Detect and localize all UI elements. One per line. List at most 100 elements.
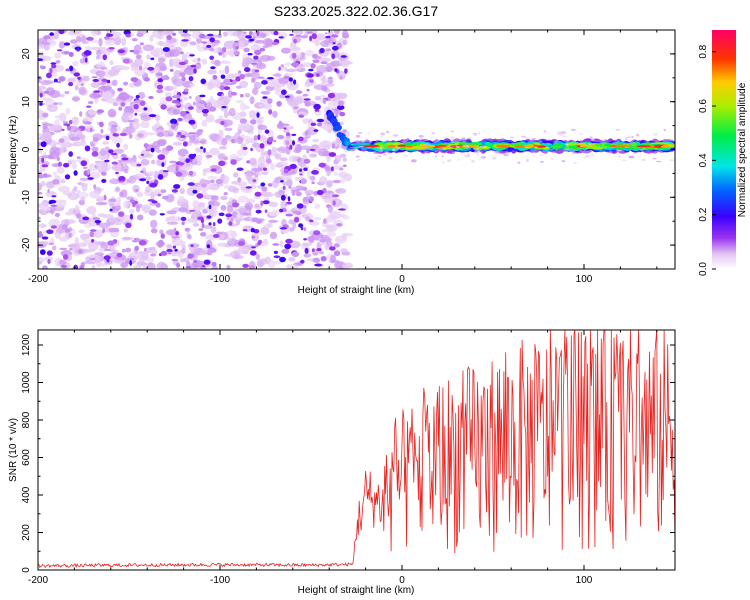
noise-speck (83, 50, 92, 56)
noise-cell (274, 191, 284, 198)
carrier-fringe (372, 151, 379, 154)
noise-speck (87, 100, 94, 105)
noise-speck (342, 129, 347, 133)
noise-cell (340, 177, 345, 184)
spectrogram-xlabel: Height of straight line (km) (298, 285, 415, 296)
noise-speck (261, 186, 268, 192)
noise-cell (307, 236, 314, 242)
noise-cell (256, 62, 267, 70)
noise-cell (263, 191, 274, 198)
noise-speck (285, 140, 290, 145)
noise-cell (136, 261, 148, 266)
carrier-fringe (355, 155, 360, 158)
noise-cell (253, 116, 265, 120)
noise-cell (165, 216, 171, 223)
noise-cell (79, 58, 86, 64)
noise-cell (252, 87, 259, 95)
noise-cell (48, 218, 61, 228)
noise-speck (309, 219, 314, 223)
noise-speck (239, 73, 246, 80)
noise-cell (39, 133, 52, 142)
noise-cell (229, 154, 239, 160)
noise-speck (60, 264, 67, 268)
noise-speck (106, 259, 110, 263)
noise-speck (127, 119, 135, 123)
noise-speck (150, 228, 158, 234)
noise-speck (160, 104, 167, 110)
noise-cell (189, 41, 197, 46)
noise-cell (103, 91, 113, 98)
noise-speck (199, 140, 206, 144)
noise-cell (201, 58, 207, 65)
noise-speck (38, 191, 43, 195)
noise-cell (309, 175, 316, 181)
snr-ytick-label: 200 (21, 524, 32, 541)
noise-cell (68, 232, 73, 238)
noise-speck (199, 266, 207, 269)
carrier-peak (523, 144, 535, 147)
noise-speck (334, 68, 338, 72)
carrier-fringe (627, 136, 631, 139)
noise-speck (43, 35, 51, 40)
noise-speck (51, 195, 57, 198)
noise-cell (260, 258, 267, 265)
noise-cell (181, 248, 186, 254)
noise-cell (236, 248, 244, 255)
noise-cell (88, 109, 97, 116)
noise-speck (91, 151, 99, 157)
noise-speck (118, 180, 125, 183)
carrier-fringe (365, 138, 368, 141)
noise-cell (38, 43, 45, 50)
noise-speck (92, 137, 99, 142)
noise-cell (58, 185, 70, 193)
noise-speck (140, 170, 144, 173)
noise-cell (245, 172, 252, 181)
noise-speck (190, 244, 194, 247)
noise-speck (260, 200, 264, 206)
noise-cell (268, 201, 278, 207)
noise-cell (342, 39, 348, 46)
noise-speck (46, 229, 54, 234)
noise-speck (303, 238, 307, 241)
noise-speck (339, 75, 343, 80)
noise-speck (221, 93, 224, 97)
carrier-fringe (451, 140, 454, 144)
noise-cell (98, 247, 106, 253)
noise-speck (219, 84, 225, 91)
noise-cell (310, 37, 319, 44)
noise-cell (38, 102, 45, 106)
carrier-fringe (480, 156, 487, 159)
noise-cell (222, 97, 232, 102)
carrier-fringe (612, 142, 618, 145)
colorbar-label: Normalized spectral amplitude (737, 82, 748, 217)
noise-cell (284, 62, 293, 67)
noise-speck (311, 181, 315, 184)
noise-speck (188, 106, 194, 110)
noise-speck (110, 152, 118, 156)
carrier-fringe (629, 143, 632, 147)
noise-speck (178, 61, 187, 66)
noise-cell (227, 90, 233, 99)
noise-speck (118, 175, 126, 182)
carrier-fringe (450, 130, 455, 133)
noise-speck (61, 128, 65, 131)
noise-cell (201, 250, 208, 255)
noise-cell (316, 64, 328, 73)
noise-cell (270, 78, 280, 88)
noise-speck (247, 53, 253, 56)
noise-speck (117, 49, 125, 54)
noise-speck (294, 216, 300, 223)
noise-speck (285, 213, 294, 217)
noise-cell (224, 127, 233, 131)
noise-speck (129, 257, 135, 261)
noise-cell (279, 93, 286, 99)
noise-speck (251, 62, 258, 65)
noise-speck (106, 79, 111, 84)
noise-cell (138, 153, 147, 160)
colorbar: 0.0 0.2 0.4 0.6 0.8 Normalized spectral ampl… (698, 30, 748, 276)
noise-cell (244, 202, 254, 210)
noise-cell (237, 195, 249, 203)
noise-speck (105, 135, 110, 141)
carrier-fringe (669, 159, 674, 162)
noise-speck (235, 76, 241, 82)
